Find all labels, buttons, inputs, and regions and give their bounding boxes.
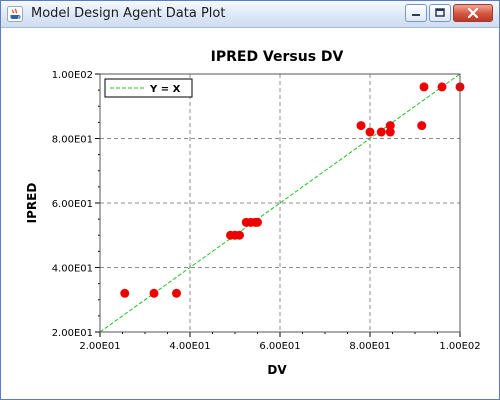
data-point xyxy=(385,121,395,131)
x-tick-label: 8.00E01 xyxy=(349,341,390,352)
y-tick-label: 1.00E02 xyxy=(52,70,93,81)
minimize-button[interactable] xyxy=(405,4,427,22)
maximize-icon xyxy=(435,8,445,17)
data-point xyxy=(253,217,262,227)
data-point xyxy=(376,127,386,137)
window-title: Model Design Agent Data Plot xyxy=(31,6,226,21)
x-tick-label: 1.00E02 xyxy=(439,341,480,352)
data-point xyxy=(385,127,395,137)
close-button[interactable] xyxy=(453,4,493,22)
data-point xyxy=(356,121,366,131)
x-tick-label: 6.00E01 xyxy=(259,341,300,352)
maximize-button[interactable] xyxy=(429,4,451,22)
data-point xyxy=(437,82,447,92)
plot-panel: IPRED Versus DV DV IPRED 2.00E01 2.00E01 4… xyxy=(7,33,495,395)
legend-box xyxy=(104,78,193,98)
x-tick-label: 4.00E01 xyxy=(169,341,210,352)
close-icon xyxy=(467,7,479,19)
y-tick-label: 6.00E01 xyxy=(52,199,93,210)
y-tick-label: 8.00E01 xyxy=(52,135,93,146)
data-point xyxy=(120,288,130,298)
reference-line-y-equals-x xyxy=(99,73,461,333)
data-point xyxy=(172,288,181,298)
y-tick-label: 4.00E01 xyxy=(52,264,93,275)
data-point xyxy=(235,230,244,240)
minimize-icon xyxy=(412,14,420,16)
java-app-icon xyxy=(7,6,23,22)
data-point xyxy=(365,127,375,137)
title-bar[interactable]: Model Design Agent Data Plot xyxy=(1,1,499,28)
data-point xyxy=(419,82,429,92)
y-tick-label: 2.00E01 xyxy=(52,328,93,339)
y-axis-label: IPRED xyxy=(25,183,39,224)
scatter-chart: IPRED Versus DV DV IPRED 2.00E01 2.00E01 4… xyxy=(25,49,481,377)
plot-border xyxy=(99,73,461,333)
x-tick-label: 2.00E01 xyxy=(79,341,120,352)
legend-label: Y = X xyxy=(149,84,181,95)
chart-title: IPRED Versus DV xyxy=(211,49,344,65)
data-point xyxy=(417,121,427,131)
data-point xyxy=(149,288,159,298)
x-axis-label: DV xyxy=(267,363,287,377)
